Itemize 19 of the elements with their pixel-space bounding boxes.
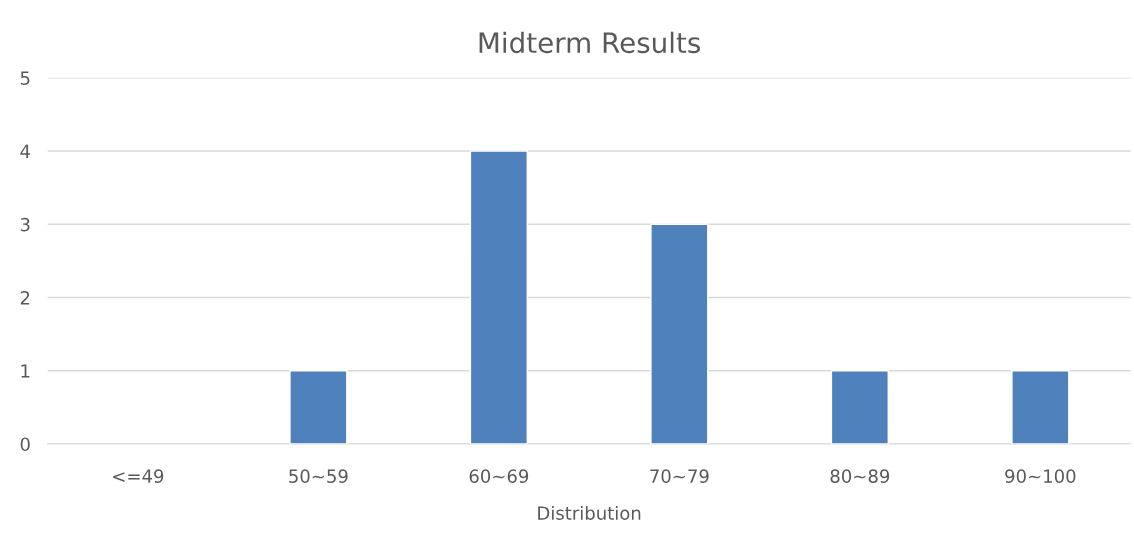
- x-tick-label: 60~69: [469, 469, 529, 483]
- y-tick-label: 1: [21, 364, 30, 378]
- y-tick-label: 5: [20, 71, 30, 85]
- chart-title: Midterm Results: [479, 31, 700, 54]
- y-tick-label: 3: [20, 217, 30, 232]
- y-tick-label: 4: [20, 144, 30, 158]
- bar: [469, 150, 528, 444]
- x-tick-label: 80~89: [830, 469, 890, 483]
- x-tick-label: 90~100: [1005, 469, 1076, 483]
- x-axis-title: Distribution: [538, 505, 641, 520]
- bar: [830, 370, 889, 444]
- y-tick-label: 0: [20, 437, 30, 452]
- x-tick-label: 70~79: [650, 469, 709, 483]
- x-tick-label: 50~59: [289, 469, 348, 483]
- bar: [650, 223, 709, 444]
- x-tick-label: <=49: [113, 469, 164, 483]
- bar: [1011, 370, 1070, 444]
- y-tick-label: 2: [20, 290, 30, 305]
- bar: [289, 370, 348, 444]
